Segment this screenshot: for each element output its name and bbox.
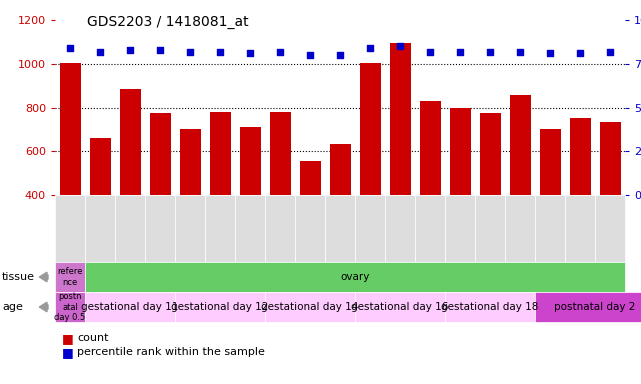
Point bbox=[605, 48, 615, 55]
Text: refere
nce: refere nce bbox=[57, 267, 83, 287]
Point bbox=[425, 48, 435, 55]
Text: gestational day 11: gestational day 11 bbox=[81, 302, 179, 312]
Bar bbox=[329, 144, 351, 195]
Text: ■: ■ bbox=[62, 346, 73, 359]
Text: percentile rank within the sample: percentile rank within the sample bbox=[78, 347, 265, 357]
Text: gestational day 14: gestational day 14 bbox=[262, 302, 359, 312]
Point bbox=[545, 50, 555, 56]
Point bbox=[335, 52, 345, 58]
Point bbox=[95, 48, 105, 55]
Bar bbox=[240, 127, 260, 195]
Bar bbox=[540, 129, 560, 195]
Bar bbox=[299, 161, 320, 195]
Bar bbox=[179, 129, 201, 195]
Bar bbox=[60, 63, 81, 195]
Point bbox=[455, 48, 465, 55]
Point bbox=[155, 47, 165, 53]
Point bbox=[305, 52, 315, 58]
Text: gestational day 18: gestational day 18 bbox=[441, 302, 538, 312]
Text: tissue: tissue bbox=[2, 272, 35, 282]
Text: ■: ■ bbox=[62, 332, 73, 345]
Text: gestational day 16: gestational day 16 bbox=[351, 302, 449, 312]
Bar bbox=[210, 112, 231, 195]
Text: age: age bbox=[2, 302, 23, 312]
Bar bbox=[390, 43, 410, 195]
Text: postn
atal
day 0.5: postn atal day 0.5 bbox=[54, 292, 86, 322]
Text: ovary: ovary bbox=[340, 272, 370, 282]
Bar bbox=[449, 108, 470, 195]
Point bbox=[65, 45, 75, 51]
Bar bbox=[90, 138, 110, 195]
Bar bbox=[479, 113, 501, 195]
Bar bbox=[360, 63, 381, 195]
Point bbox=[275, 48, 285, 55]
Bar bbox=[119, 89, 140, 195]
Point bbox=[215, 48, 225, 55]
Text: GDS2203 / 1418081_at: GDS2203 / 1418081_at bbox=[87, 15, 249, 29]
Text: count: count bbox=[78, 333, 109, 343]
Point bbox=[365, 45, 375, 51]
Point bbox=[485, 48, 495, 55]
Point bbox=[185, 48, 195, 55]
Bar bbox=[269, 112, 290, 195]
Point bbox=[125, 47, 135, 53]
Point bbox=[245, 50, 255, 56]
Bar bbox=[599, 122, 620, 195]
Text: gestational day 12: gestational day 12 bbox=[171, 302, 269, 312]
Point bbox=[515, 48, 525, 55]
Bar bbox=[149, 113, 171, 195]
Point bbox=[395, 43, 405, 49]
Bar bbox=[510, 96, 531, 195]
Text: postnatal day 2: postnatal day 2 bbox=[554, 302, 636, 312]
Bar bbox=[419, 101, 440, 195]
Bar bbox=[569, 118, 590, 195]
Point bbox=[575, 50, 585, 56]
